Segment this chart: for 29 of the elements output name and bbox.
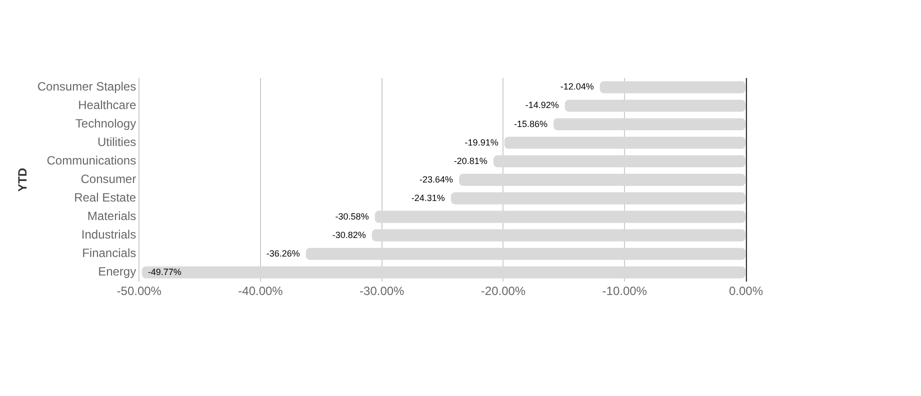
data-label: -15.86% xyxy=(514,118,548,129)
data-label: -36.26% xyxy=(266,248,300,258)
data-label: -30.82% xyxy=(332,230,366,240)
data-label: -23.64% xyxy=(420,174,454,184)
x-tick-label: -50.00% xyxy=(116,284,162,298)
y-tick-label: Industrials xyxy=(81,228,136,242)
y-tick-label: Financials xyxy=(82,246,136,260)
y-tick-label: Technology xyxy=(75,116,136,131)
x-tick-label: -10.00% xyxy=(602,284,648,298)
data-label: -14.92% xyxy=(525,100,559,110)
x-tick-label: -30.00% xyxy=(360,284,405,298)
data-label: -12.04% xyxy=(560,82,594,92)
y-axis-title: YTD xyxy=(16,167,30,192)
data-label: -20.81% xyxy=(454,156,488,166)
x-tick-label: 0.00% xyxy=(728,284,764,298)
y-tick-label: Consumer xyxy=(80,172,136,186)
y-tick-label: Healthcare xyxy=(78,98,136,112)
data-label: -24.31% xyxy=(411,192,445,203)
data-label: -30.58% xyxy=(335,211,369,222)
y-tick-label: Real Estate xyxy=(74,190,136,205)
y-tick-label: Communications xyxy=(46,154,136,168)
y-tick-label: Consumer Staples xyxy=(37,80,136,94)
data-label: -19.91% xyxy=(464,137,498,148)
y-tick-label: Materials xyxy=(87,209,136,224)
y-tick-label: Utilities xyxy=(97,135,136,150)
x-tick-label: -20.00% xyxy=(480,284,526,298)
y-tick-label: Energy xyxy=(98,264,136,279)
data-label: -49.77% xyxy=(148,266,182,277)
x-tick-label: -40.00% xyxy=(238,284,284,298)
